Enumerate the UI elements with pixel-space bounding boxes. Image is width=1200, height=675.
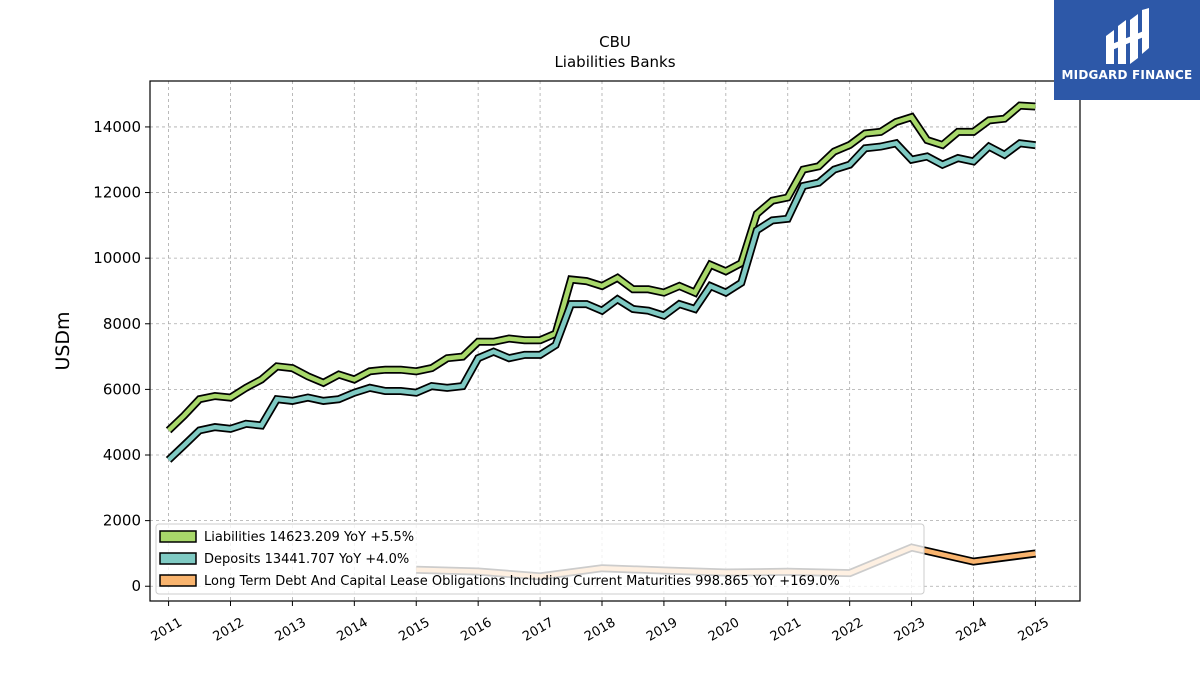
y-tick-label: 6000 xyxy=(103,380,141,398)
x-tick-label: 2019 xyxy=(644,615,680,645)
y-tick-label: 14000 xyxy=(93,118,141,136)
x-tick-label: 2012 xyxy=(211,615,247,645)
brand-mark-icon xyxy=(1106,8,1149,64)
x-tick-label: 2022 xyxy=(830,615,866,645)
x-tick-label: 2014 xyxy=(334,615,370,645)
series-line xyxy=(165,101,1036,434)
y-tick-label: 2000 xyxy=(103,512,141,530)
plot-frame xyxy=(149,80,1081,602)
legend: Liabilities 14623.209 YoY +5.5% Deposits … xyxy=(155,523,925,595)
y-axis: 0 2000 4000 6000 8000 10000 12000 14000 xyxy=(93,118,150,595)
chart-subtitle: Liabilities Banks xyxy=(554,53,675,71)
legend-swatch xyxy=(159,574,197,587)
series-line xyxy=(165,138,1036,463)
x-tick-label: 2016 xyxy=(458,615,494,645)
x-tick-label: 2017 xyxy=(520,615,556,645)
legend-label: Long Term Debt And Capital Lease Obligat… xyxy=(204,574,840,589)
x-tick-label: 2021 xyxy=(768,615,804,645)
x-tick-label: 2011 xyxy=(149,615,185,645)
brand-logo-text: MIDGARD FINANCE xyxy=(1061,68,1193,82)
legend-swatch xyxy=(159,552,197,565)
chart-title: CBU xyxy=(599,33,631,51)
legend-frame xyxy=(155,523,925,595)
legend-label: Liabilities 14623.209 YoY +5.5% xyxy=(204,530,414,545)
y-tick-label: 12000 xyxy=(93,184,141,202)
x-tick-label: 2023 xyxy=(892,615,928,645)
y-tick-label: 4000 xyxy=(103,446,141,464)
brand-logo: MIDGARD FINANCE xyxy=(1054,0,1200,100)
grid xyxy=(150,81,1080,601)
x-tick-label: 2018 xyxy=(582,615,618,645)
legend-label: Deposits 13441.707 YoY +4.0% xyxy=(204,552,409,567)
legend-swatch xyxy=(159,530,197,543)
x-tick-label: 2024 xyxy=(954,615,990,645)
x-axis: 2011 2012 2013 2014 2015 2016 2017 2018 2019 2020… xyxy=(149,601,1052,645)
x-tick-label: 2020 xyxy=(706,615,742,645)
y-tick-label: 8000 xyxy=(103,315,141,333)
y-axis-label: USDm xyxy=(52,311,74,370)
y-tick-label: 10000 xyxy=(93,249,141,267)
x-tick-label: 2013 xyxy=(273,615,309,645)
x-tick-label: 2015 xyxy=(396,615,432,645)
y-tick-label: 0 xyxy=(131,577,141,595)
x-tick-label: 2025 xyxy=(1016,615,1052,645)
